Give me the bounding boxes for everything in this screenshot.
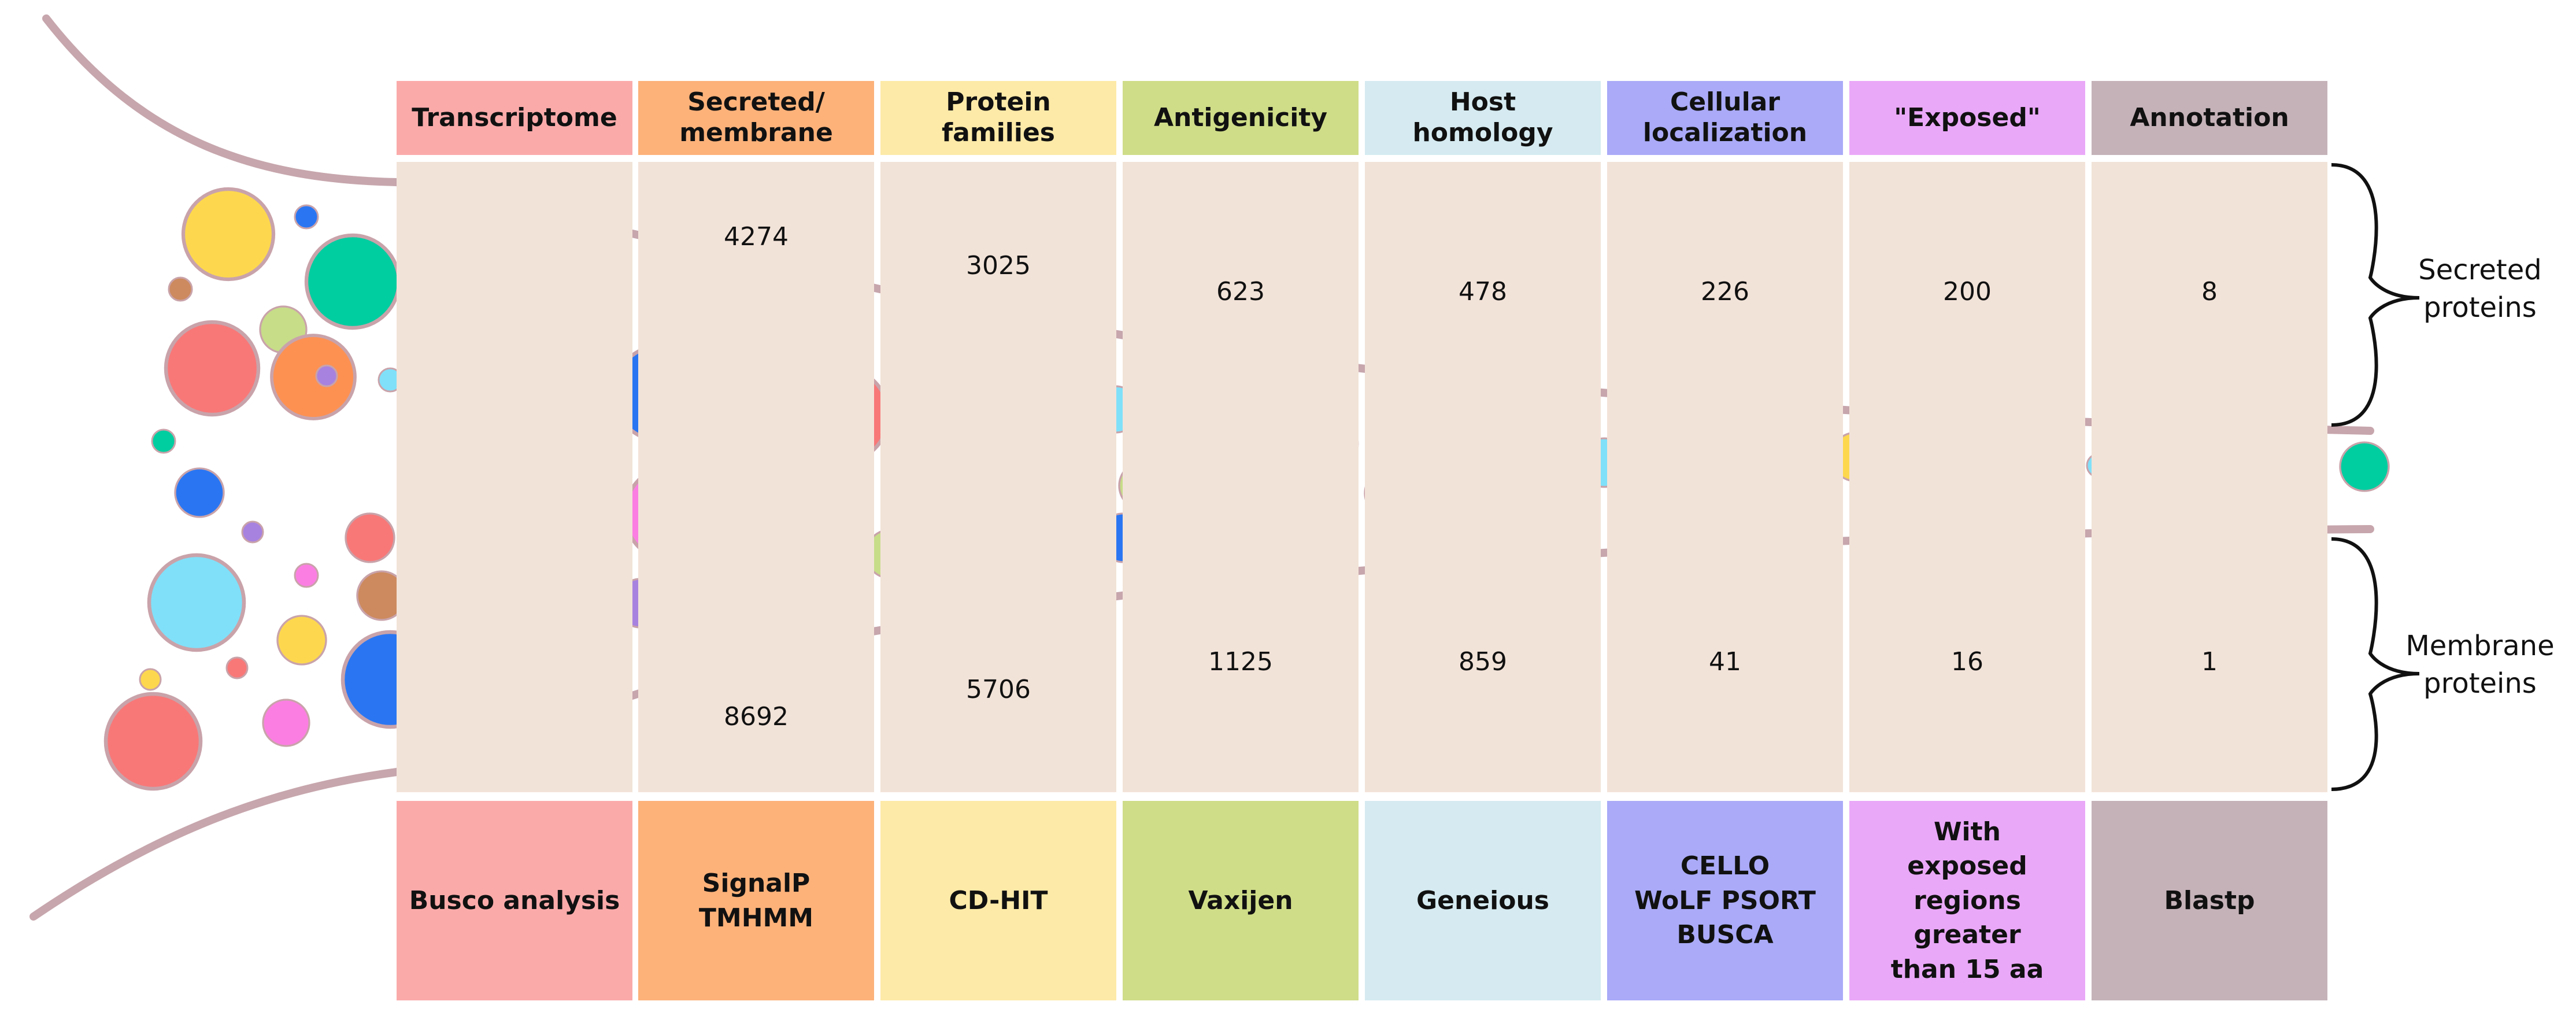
tool-box-8: Blastp	[2092, 801, 2327, 1000]
protein-bubble	[181, 187, 276, 282]
tool-box-2: SignalP TMHMM	[638, 801, 874, 1000]
secreted-count-7: 200	[1943, 277, 1992, 306]
protein-bubble	[2339, 441, 2390, 492]
column-header-8: Annotation	[2092, 81, 2327, 155]
column-header-1: Transcriptome	[397, 81, 632, 155]
column-header-3: Protein families	[880, 81, 1116, 155]
secreted-count-8: 8	[2201, 277, 2218, 306]
tool-box-4: Vaxijen	[1123, 801, 1359, 1000]
protein-bubble	[270, 334, 357, 420]
tool-box-7: With exposed regions greater than 15 aa	[1849, 801, 2085, 1000]
tool-box-3: CD-HIT	[880, 801, 1116, 1000]
membrane-proteins-label: Membrane proteins	[2405, 630, 2555, 700]
column-body-3	[880, 162, 1116, 792]
protein-bubble	[168, 276, 193, 302]
membrane-count-4: 1125	[1208, 647, 1273, 677]
column-header-4: Antigenicity	[1123, 81, 1359, 155]
protein-bubble	[151, 428, 176, 454]
protein-bubble	[241, 520, 264, 544]
protein-bubble	[262, 699, 310, 747]
protein-bubble	[294, 204, 319, 230]
protein-bubble	[103, 692, 203, 791]
membrane-count-6: 41	[1709, 647, 1741, 677]
protein-bubble	[315, 364, 338, 387]
secreted-count-4: 623	[1216, 277, 1265, 306]
column-header-7: "Exposed"	[1849, 81, 2085, 155]
membrane-count-8: 1	[2201, 647, 2218, 677]
column-header-6: Cellular localization	[1607, 81, 1843, 155]
membrane-count-7: 16	[1951, 647, 1983, 677]
protein-bubble	[276, 615, 327, 666]
membrane-count-2: 8692	[724, 702, 789, 732]
tool-box-5: Geneious	[1365, 801, 1601, 1000]
secreted-count-2: 4274	[724, 222, 789, 252]
tool-box-1: Busco analysis	[397, 801, 632, 1000]
secreted-proteins-label: Secreted proteins	[2418, 254, 2542, 324]
protein-bubble	[225, 656, 249, 679]
secreted-count-6: 226	[1701, 277, 1749, 306]
secreted-count-5: 478	[1459, 277, 1507, 306]
column-body-4	[1123, 162, 1359, 792]
protein-bubble	[147, 553, 246, 652]
membrane-count-3: 5706	[966, 675, 1031, 704]
column-body-6	[1607, 162, 1843, 792]
column-body-8	[2092, 162, 2327, 792]
tool-box-6: CELLO WoLF PSORT BUSCA	[1607, 801, 1843, 1000]
protein-bubble	[294, 563, 319, 588]
column-body-7	[1849, 162, 2085, 792]
protein-bubble	[164, 320, 261, 417]
protein-bubble	[139, 668, 162, 691]
column-body-5	[1365, 162, 1601, 792]
protein-bubble	[345, 512, 395, 563]
column-header-2: Secreted/ membrane	[638, 81, 874, 155]
column-body-2	[638, 162, 874, 792]
membrane-count-5: 859	[1459, 647, 1507, 677]
secreted-count-3: 3025	[966, 251, 1031, 280]
column-header-5: Host homology	[1365, 81, 1601, 155]
protein-bubble	[174, 467, 225, 518]
column-body-1	[397, 162, 632, 792]
